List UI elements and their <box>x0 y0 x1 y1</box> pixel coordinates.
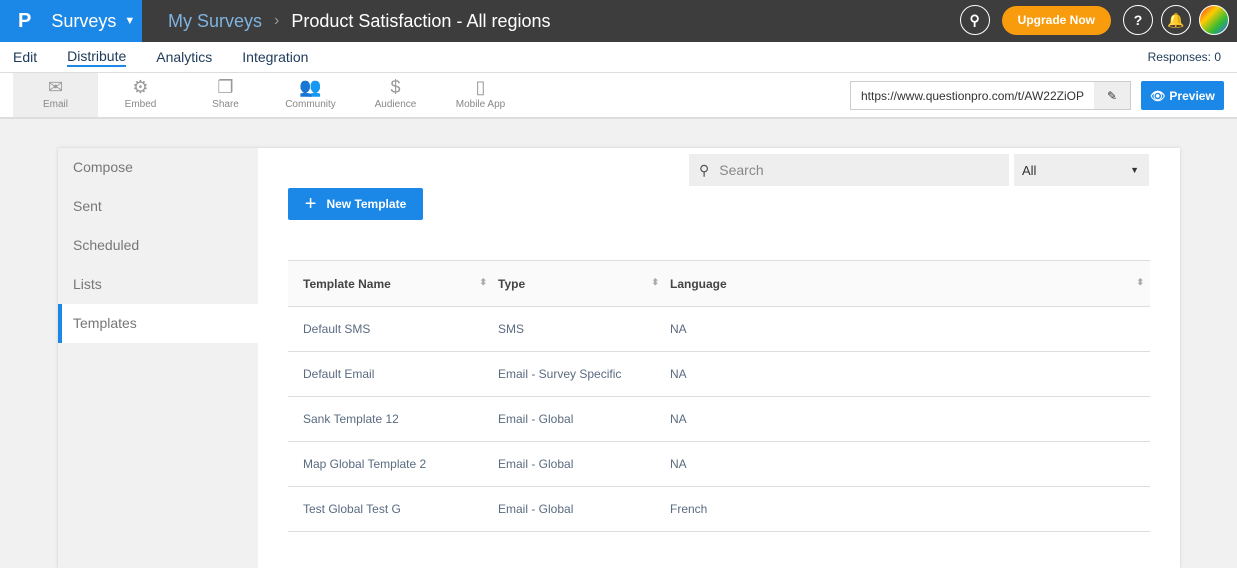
sidebar-item-compose[interactable]: Compose <box>73 159 133 175</box>
responses-count: Responses: 0 <box>1147 50 1221 64</box>
sidebar: Compose Sent Scheduled Lists Templates <box>58 148 258 568</box>
header-label: Template Name <box>303 276 391 291</box>
cell-template-name[interactable]: Test Global Test G <box>288 486 493 532</box>
envelope-icon: ✉ <box>47 77 64 97</box>
tab-integration[interactable]: Integration <box>242 49 309 65</box>
search-input[interactable]: ⚲ Search <box>689 154 1009 186</box>
tool-community[interactable]: 👥 Community <box>268 73 353 117</box>
preview-button[interactable]: 👁 Preview <box>1141 81 1224 110</box>
caret-down-icon: ▼ <box>124 15 136 27</box>
pencil-icon[interactable]: ✎ <box>1094 82 1130 109</box>
new-template-label: New Template <box>326 197 407 211</box>
caret-down-icon: ▼ <box>1130 165 1139 175</box>
chevron-right-icon: › <box>274 12 280 29</box>
table-row[interactable]: Default Email Email - Survey Specific NA <box>288 351 1150 397</box>
header-label: Type <box>498 276 526 291</box>
filter-value: All <box>1022 162 1037 178</box>
page-title: Product Satisfaction - All regions <box>291 10 551 31</box>
audience-icon: $ <box>390 77 401 97</box>
sidebar-item-sent[interactable]: Sent <box>73 198 102 214</box>
tool-mobile-app[interactable]: ▯ Mobile App <box>438 73 523 117</box>
share-icon: ❐ <box>217 77 234 97</box>
cell-language: French <box>665 486 1150 532</box>
tool-label: Community <box>285 99 336 110</box>
sort-icon[interactable]: ⬍ <box>479 276 487 287</box>
table-row[interactable]: Test Global Test G Email - Global French <box>288 486 1150 532</box>
help-icon[interactable]: ? <box>1123 5 1153 35</box>
tool-label: Audience <box>374 99 417 110</box>
plus-icon: + <box>304 192 317 215</box>
sidebar-item-lists[interactable]: Lists <box>73 276 102 292</box>
cell-type: Email - Global <box>493 396 665 442</box>
tool-share[interactable]: ❐ Share <box>183 73 268 117</box>
cell-language: NA <box>665 351 1150 397</box>
cell-template-name[interactable]: Map Global Template 2 <box>288 441 493 487</box>
cell-language: NA <box>665 396 1150 442</box>
sidebar-item-scheduled[interactable]: Scheduled <box>73 237 140 253</box>
tool-label: Share <box>212 99 239 110</box>
top-bar: P Surveys ▼ My Surveys › Product Satisfact… <box>0 0 1237 42</box>
tab-analytics[interactable]: Analytics <box>156 49 213 65</box>
main-content: ⚲ Search All ▼ + New Template Template Name… <box>258 148 1180 568</box>
column-header-language[interactable]: Language ⬍ <box>665 260 1150 307</box>
sort-icon[interactable]: ⬍ <box>1136 276 1144 287</box>
tool-embed[interactable]: ⚙ Embed <box>98 73 183 117</box>
tool-label: Email <box>42 99 68 110</box>
table-row[interactable]: Default SMS SMS NA <box>288 306 1150 352</box>
cell-type: SMS <box>493 306 665 352</box>
tool-label: Mobile App <box>455 99 506 110</box>
tab-edit[interactable]: Edit <box>13 49 38 65</box>
logo-icon: P <box>18 9 32 32</box>
table-row[interactable]: Map Global Template 2 Email - Global NA <box>288 441 1150 487</box>
preview-label: Preview <box>1169 88 1215 103</box>
column-header-type[interactable]: Type ⬍ <box>493 260 665 307</box>
cell-template-name[interactable]: Sank Template 12 <box>288 396 493 442</box>
tool-label: Embed <box>124 99 157 110</box>
table-row[interactable]: Sank Template 12 Email - Global NA <box>288 396 1150 442</box>
app-name: Surveys <box>51 10 117 31</box>
templates-table: Template Name ⬍ Type ⬍ Language ⬍ Default S… <box>288 260 1150 532</box>
cell-type: Email - Global <box>493 441 665 487</box>
distribute-toolbar: ✉ Email ⚙ Embed ❐ Share 👥 Community $ Audienc… <box>0 73 1237 119</box>
sort-icon[interactable]: ⬍ <box>651 276 659 287</box>
cell-type: Email - Global <box>493 486 665 532</box>
survey-url-field[interactable]: https://www.questionpro.com/t/AW22ZiOP ✎ <box>850 81 1131 110</box>
bell-icon[interactable]: 🔔 <box>1161 5 1191 35</box>
survey-url: https://www.questionpro.com/t/AW22ZiOP <box>861 88 1084 103</box>
cell-type: Email - Survey Specific <box>493 351 665 397</box>
embed-icon: ⚙ <box>132 77 149 97</box>
templates-panel: Compose Sent Scheduled Lists Templates ⚲… <box>58 148 1180 568</box>
community-icon: 👥 <box>299 77 322 97</box>
sidebar-item-templates[interactable]: Templates <box>58 304 258 343</box>
column-header-template-name[interactable]: Template Name ⬍ <box>288 260 493 307</box>
header-label: Language <box>670 276 727 291</box>
search-icon[interactable]: ⚲ <box>959 5 990 35</box>
cell-language: NA <box>665 441 1150 487</box>
upgrade-button[interactable]: Upgrade Now <box>1001 5 1111 35</box>
avatar[interactable] <box>1199 5 1229 35</box>
cell-template-name[interactable]: Default SMS <box>288 306 493 352</box>
surveys-menu[interactable]: P Surveys ▼ <box>0 0 142 42</box>
search-icon: ⚲ <box>699 161 710 178</box>
cell-template-name[interactable]: Default Email <box>288 351 493 397</box>
eye-icon: 👁 <box>1150 88 1166 103</box>
tool-audience[interactable]: $ Audience <box>353 73 438 117</box>
cell-language: NA <box>665 306 1150 352</box>
nav-tabs: Edit Distribute Analytics Integration Re… <box>0 42 1237 73</box>
mobile-icon: ▯ <box>475 77 486 97</box>
tool-email[interactable]: ✉ Email <box>13 73 98 117</box>
new-template-button[interactable]: + New Template <box>288 188 423 220</box>
search-placeholder: Search <box>719 162 764 178</box>
breadcrumb-my-surveys[interactable]: My Surveys <box>168 10 263 31</box>
type-filter-select[interactable]: All ▼ <box>1014 154 1149 186</box>
tab-distribute[interactable]: Distribute <box>67 48 127 67</box>
